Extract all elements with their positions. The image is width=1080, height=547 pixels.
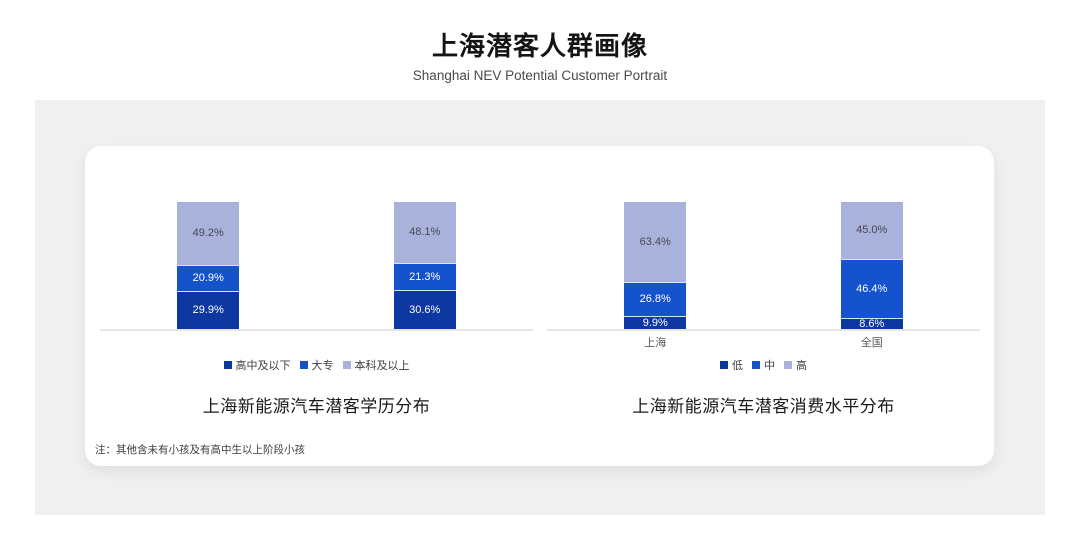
bar-segment: 9.9% bbox=[624, 316, 687, 329]
bar-slot: 49.2% 20.9% 29.9% bbox=[100, 202, 317, 329]
legend-swatch bbox=[752, 360, 760, 369]
legend-item: 高中及以下 bbox=[223, 357, 291, 373]
value-label: 8.6% bbox=[859, 318, 885, 329]
legend-swatch bbox=[342, 360, 351, 369]
chart-title: 上海新能源汽车潜客消费水平分布 bbox=[632, 397, 895, 416]
plot-area: 63.4% 26.8% 9.9% 45.0% 46.4% 8.6% bbox=[547, 201, 981, 331]
bar-segment: 45.0% bbox=[840, 202, 903, 260]
value-label: 20.9% bbox=[192, 271, 224, 284]
legend-swatch bbox=[299, 360, 308, 369]
value-label: 63.4% bbox=[639, 235, 671, 248]
bar-segment: 8.6% bbox=[840, 318, 903, 329]
charts-card: 49.2% 20.9% 29.9% 48.1% 21.3% 30.6% 高中及以下 大专 本科… bbox=[85, 146, 994, 466]
legend-item: 中 bbox=[752, 357, 775, 373]
legend-item: 大专 bbox=[299, 357, 334, 373]
category-axis: 上海 全国 bbox=[547, 334, 980, 350]
chart-title: 上海新能源汽车潜客学历分布 bbox=[202, 397, 431, 416]
value-label: 48.1% bbox=[409, 226, 441, 239]
value-label: 21.3% bbox=[409, 270, 441, 283]
bar-segment: 48.1% bbox=[393, 202, 456, 264]
value-label: 29.9% bbox=[192, 304, 224, 317]
legend: 低中高 bbox=[720, 357, 807, 373]
education-distribution-chart: 49.2% 20.9% 29.9% 48.1% 21.3% 30.6% 高中及以下 大专 本科… bbox=[100, 202, 534, 417]
plot-area: 49.2% 20.9% 29.9% 48.1% 21.3% 30.6% bbox=[100, 202, 534, 331]
stacked-bar: 45.0% 46.4% 8.6% bbox=[840, 202, 903, 329]
stacked-bar: 63.4% 26.8% 9.9% bbox=[624, 201, 687, 329]
legend-item: 低 bbox=[720, 357, 743, 373]
value-label: 26.8% bbox=[639, 293, 671, 306]
page-title: 上海潜客人群画像 bbox=[431, 31, 648, 61]
bar-slot: 63.4% 26.8% 9.9% bbox=[547, 201, 764, 329]
legend-label: 中 bbox=[764, 359, 775, 372]
legend-label: 高中及以下 bbox=[235, 359, 291, 372]
value-label: 9.9% bbox=[642, 316, 668, 329]
footnote: 注：其他含未有小孩及有高中生以上阶段小孩 bbox=[95, 444, 305, 456]
legend-swatch bbox=[784, 360, 792, 369]
legend-swatch bbox=[720, 360, 728, 369]
value-label: 30.6% bbox=[409, 303, 441, 316]
category-label bbox=[100, 334, 317, 350]
legend-item: 高 bbox=[784, 357, 807, 373]
bar-segment: 46.4% bbox=[840, 259, 903, 319]
legend-label: 低 bbox=[732, 359, 743, 372]
consumption-level-chart: 63.4% 26.8% 9.9% 45.0% 46.4% 8.6% 上海 全国 低 中 高 上海… bbox=[547, 201, 981, 417]
legend: 高中及以下 大专 本科及以上 bbox=[223, 357, 410, 373]
stacked-bar: 48.1% 21.3% 30.6% bbox=[393, 202, 456, 329]
bar-slot: 45.0% 46.4% 8.6% bbox=[764, 202, 981, 329]
stacked-bar: 49.2% 20.9% 29.9% bbox=[177, 202, 240, 329]
bar-segment: 20.9% bbox=[177, 264, 240, 292]
value-label: 45.0% bbox=[856, 224, 888, 237]
charts-row: 49.2% 20.9% 29.9% 48.1% 21.3% 30.6% 高中及以下 大专 本科… bbox=[85, 146, 994, 417]
bar-segment: 21.3% bbox=[393, 263, 456, 291]
category-label bbox=[317, 334, 534, 350]
legend-swatch bbox=[223, 360, 232, 369]
legend-label: 本科及以上 bbox=[354, 359, 410, 372]
bar-segment: 29.9% bbox=[177, 291, 240, 329]
bar-segment: 26.8% bbox=[624, 282, 687, 317]
legend-label: 大专 bbox=[311, 359, 334, 372]
category-label: 上海 bbox=[644, 337, 667, 349]
value-label: 46.4% bbox=[856, 282, 888, 295]
bar-segment: 63.4% bbox=[624, 201, 687, 283]
bar-slot: 48.1% 21.3% 30.6% bbox=[317, 202, 534, 329]
page-subtitle: Shanghai NEV Potential Customer Portrait bbox=[412, 68, 668, 83]
category-label: 全国 bbox=[860, 337, 883, 349]
legend-item: 本科及以上 bbox=[342, 357, 410, 373]
legend-label: 高 bbox=[796, 359, 807, 372]
bar-segment: 30.6% bbox=[393, 290, 456, 329]
page-header: 上海潜客人群画像 Shanghai NEV Potential Customer… bbox=[0, 0, 1080, 83]
bar-segment: 49.2% bbox=[177, 202, 240, 265]
value-label: 49.2% bbox=[192, 226, 224, 239]
category-axis bbox=[100, 334, 533, 350]
